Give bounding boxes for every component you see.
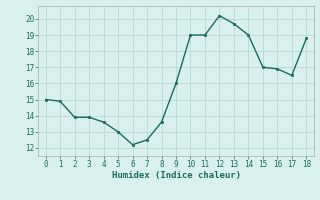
X-axis label: Humidex (Indice chaleur): Humidex (Indice chaleur) (111, 171, 241, 180)
